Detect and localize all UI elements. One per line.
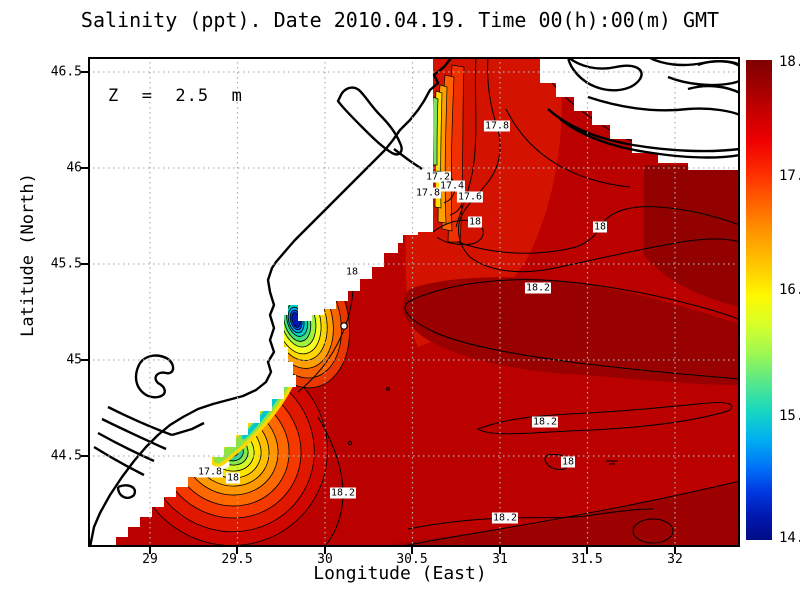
figure-title: Salinity (ppt). Date 2010.04.19. Time 00… xyxy=(80,8,720,32)
contour-label: 17.8 xyxy=(414,187,442,199)
graticule xyxy=(88,57,740,547)
y-tick: 46.5 xyxy=(50,64,82,80)
x-tick: 29.5 xyxy=(221,552,253,567)
contour-label: 18 xyxy=(592,221,608,233)
contour-label: 17.6 xyxy=(456,191,484,203)
plot-frame xyxy=(88,57,740,547)
colorbar xyxy=(746,60,772,540)
y-tickmark xyxy=(81,263,88,265)
colorbar-tick: 18.2 xyxy=(779,54,800,70)
x-tick: 30.5 xyxy=(396,552,428,567)
y-axis-label: Latitude (North) xyxy=(18,173,38,337)
y-tick: 46 xyxy=(66,160,82,176)
x-tick: 31.5 xyxy=(571,552,603,567)
x-tickmark xyxy=(586,547,588,554)
contour-label: 17.8 xyxy=(196,466,224,478)
x-tick: 31 xyxy=(492,552,508,567)
x-tick: 29 xyxy=(142,552,158,567)
colorbar-tick: 17.2 xyxy=(779,168,800,184)
contour-label: 18 xyxy=(225,472,241,484)
x-tickmark xyxy=(236,547,238,554)
y-tickmark xyxy=(81,167,88,169)
depth-annotation: Z = 2.5 m xyxy=(108,86,243,106)
contour-label: 18.2 xyxy=(491,512,519,524)
colorbar-tick: 15.1 xyxy=(779,408,800,424)
x-tickmark xyxy=(674,547,676,554)
contour-label: 17.2 xyxy=(424,171,452,183)
x-tickmark xyxy=(411,547,413,554)
contour-label: 17.4 xyxy=(438,180,466,192)
y-tick: 45.5 xyxy=(50,256,82,272)
map-canvas xyxy=(88,57,740,547)
contour-label: 18 xyxy=(467,216,483,228)
y-tickmark xyxy=(81,455,88,457)
map-plot-area: 17.8 17.2 17.4 17.8 17.6 18 18 18 18.2 1… xyxy=(88,57,740,547)
contour-label: 18 xyxy=(560,456,576,468)
x-tickmark xyxy=(499,547,501,554)
coastline xyxy=(88,57,740,547)
y-tick: 45 xyxy=(66,352,82,368)
x-tickmark xyxy=(149,547,151,554)
contour-label: 18.2 xyxy=(531,416,559,428)
x-tick: 30 xyxy=(317,552,333,567)
contour-label: 18.2 xyxy=(329,487,357,499)
x-tick: 32 xyxy=(667,552,683,567)
x-tickmark xyxy=(324,547,326,554)
station-marker xyxy=(340,322,348,330)
contour-label: 18 xyxy=(344,266,360,278)
contour-label: 17.8 xyxy=(483,120,511,132)
y-tick: 44.5 xyxy=(50,448,82,464)
contour-label: 18.2 xyxy=(524,282,552,294)
y-tickmark xyxy=(81,359,88,361)
colorbar-tick: 14.0 xyxy=(779,530,800,546)
colorbar-tick: 16.2 xyxy=(779,282,800,298)
x-axis-label: Longitude (East) xyxy=(313,563,487,584)
y-tickmark xyxy=(81,71,88,73)
